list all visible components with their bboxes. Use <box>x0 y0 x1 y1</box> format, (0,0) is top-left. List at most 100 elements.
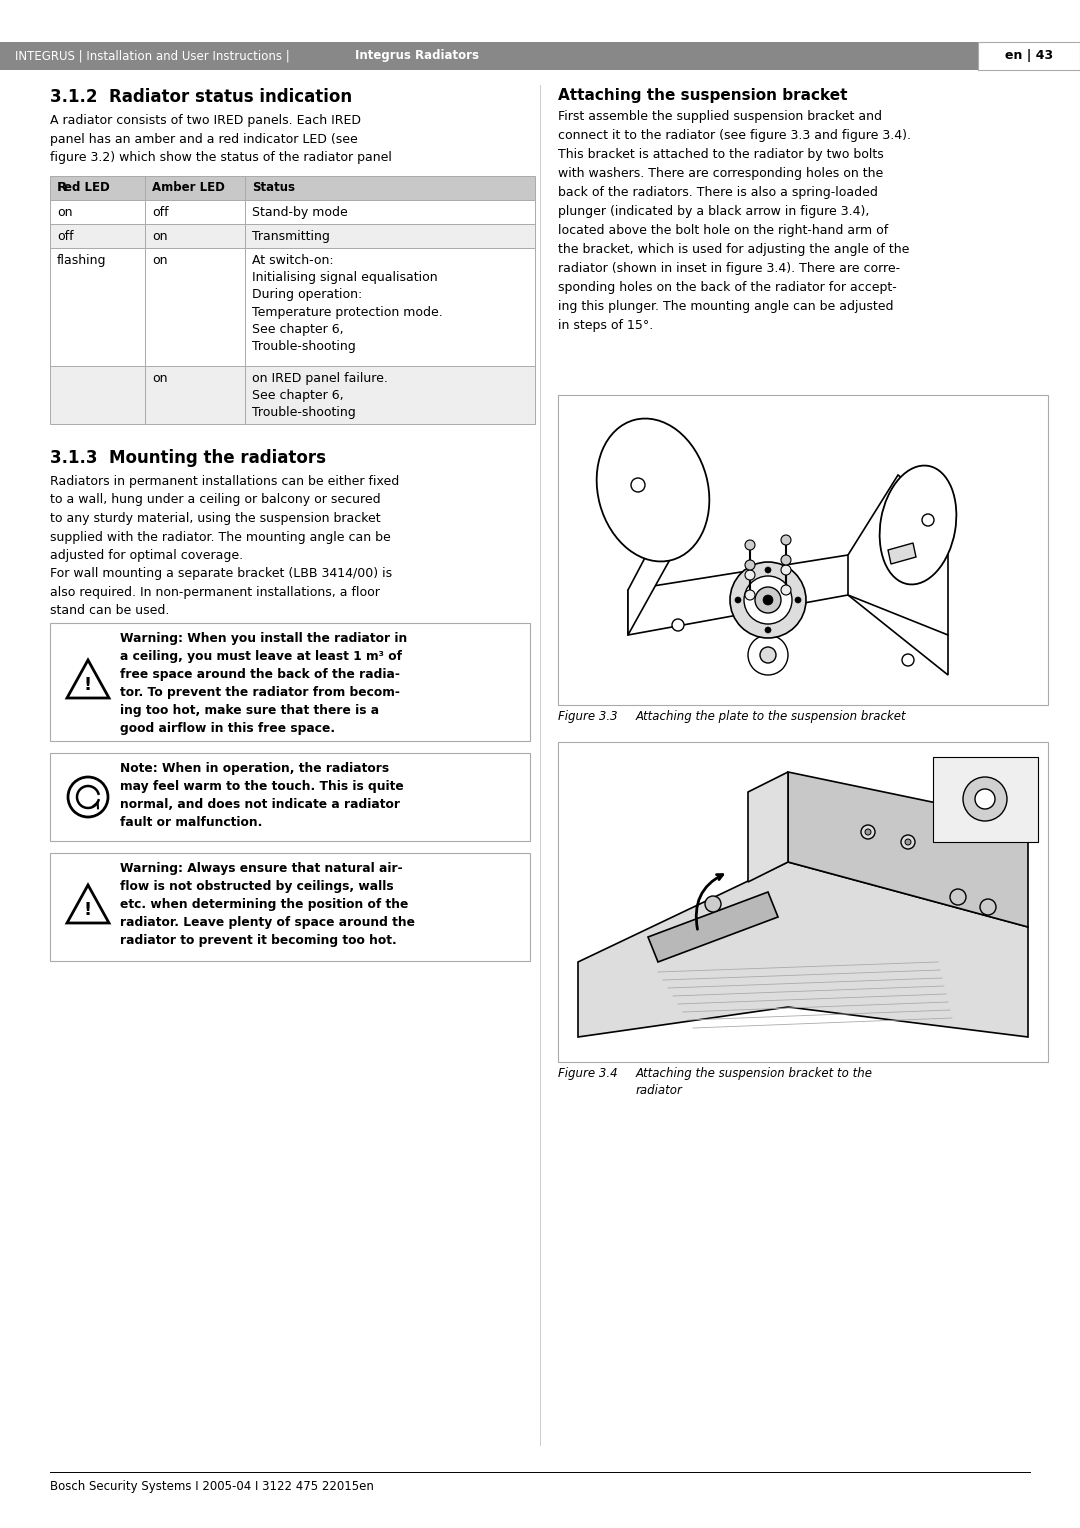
Circle shape <box>765 626 771 633</box>
Bar <box>145 248 245 367</box>
Bar <box>558 396 1048 704</box>
Circle shape <box>861 825 875 839</box>
Circle shape <box>745 559 755 570</box>
Circle shape <box>781 555 791 565</box>
Bar <box>559 396 1047 704</box>
Circle shape <box>781 565 791 575</box>
Circle shape <box>865 830 870 834</box>
Polygon shape <box>748 772 788 882</box>
Text: Integrus Radiators: Integrus Radiators <box>355 49 480 63</box>
Text: 3.1.3  Mounting the radiators: 3.1.3 Mounting the radiators <box>50 449 326 468</box>
Circle shape <box>975 788 995 808</box>
Text: First assemble the supplied suspension bracket and
connect it to the radiator (s: First assemble the supplied suspension b… <box>558 110 912 332</box>
Bar <box>50 200 145 225</box>
Text: Attaching the suspension bracket to the
radiator: Attaching the suspension bracket to the … <box>636 1067 873 1097</box>
Bar <box>245 248 535 367</box>
Circle shape <box>631 478 645 492</box>
Bar <box>245 367 535 423</box>
Bar <box>50 753 530 840</box>
Text: Warning: Always ensure that natural air-
flow is not obstructed by ceilings, wal: Warning: Always ensure that natural air-… <box>120 862 415 947</box>
Bar <box>145 225 245 248</box>
Circle shape <box>905 839 912 845</box>
Circle shape <box>760 646 777 663</box>
Bar <box>50 853 530 961</box>
Text: Attaching the plate to the suspension bracket: Attaching the plate to the suspension br… <box>636 711 906 723</box>
Polygon shape <box>848 475 948 636</box>
Bar <box>145 176 245 200</box>
Circle shape <box>748 636 788 675</box>
Text: !: ! <box>84 675 92 694</box>
Bar <box>145 367 245 423</box>
Ellipse shape <box>879 466 957 584</box>
Bar <box>0 41 978 70</box>
Polygon shape <box>648 892 778 963</box>
Circle shape <box>901 834 915 850</box>
Text: 3.1.2  Radiator status indication: 3.1.2 Radiator status indication <box>50 89 352 105</box>
Bar <box>559 743 1047 1060</box>
Circle shape <box>765 567 771 573</box>
Text: Figure 3.3: Figure 3.3 <box>558 711 618 723</box>
Circle shape <box>744 576 792 623</box>
Circle shape <box>922 513 934 526</box>
Text: !: ! <box>84 902 92 918</box>
Bar <box>50 623 530 741</box>
Bar <box>50 225 145 248</box>
Text: ed LED: ed LED <box>64 180 110 194</box>
Circle shape <box>781 535 791 545</box>
Circle shape <box>762 594 773 605</box>
Text: Radiators in permanent installations can be either fixed
to a wall, hung under a: Radiators in permanent installations can… <box>50 475 400 617</box>
Text: Figure 3.4: Figure 3.4 <box>558 1067 618 1080</box>
Circle shape <box>672 619 684 631</box>
Circle shape <box>745 539 755 550</box>
Bar <box>50 248 145 367</box>
Text: Note: When in operation, the radiators
may feel warm to the touch. This is quite: Note: When in operation, the radiators m… <box>120 762 404 830</box>
Text: Transmitting: Transmitting <box>252 231 329 243</box>
Bar <box>50 176 145 200</box>
Circle shape <box>755 587 781 613</box>
Polygon shape <box>578 862 1028 1038</box>
Bar <box>245 200 535 225</box>
Circle shape <box>730 562 806 639</box>
Bar <box>145 200 245 225</box>
Text: Stand-by mode: Stand-by mode <box>252 206 348 219</box>
Circle shape <box>980 898 996 915</box>
Text: A radiator consists of two IRED panels. Each IRED
panel has an amber and a red i: A radiator consists of two IRED panels. … <box>50 115 392 163</box>
Text: on: on <box>152 371 167 385</box>
Text: R: R <box>57 180 67 194</box>
Text: Status: Status <box>252 180 295 194</box>
Text: on: on <box>152 254 167 267</box>
Circle shape <box>735 597 741 604</box>
Bar <box>50 367 145 423</box>
Text: on: on <box>57 206 72 219</box>
Text: on: on <box>152 231 167 243</box>
Text: Attaching the suspension bracket: Attaching the suspension bracket <box>558 89 848 102</box>
Polygon shape <box>627 495 678 636</box>
Bar <box>245 176 535 200</box>
Circle shape <box>795 597 801 604</box>
Polygon shape <box>888 542 916 564</box>
Text: Amber LED: Amber LED <box>152 180 225 194</box>
Bar <box>245 225 535 248</box>
Circle shape <box>745 570 755 581</box>
Bar <box>978 41 1080 70</box>
Text: off: off <box>57 231 73 243</box>
Text: en | 43: en | 43 <box>1004 49 1053 63</box>
Polygon shape <box>788 772 1028 927</box>
Circle shape <box>781 585 791 594</box>
Circle shape <box>705 895 721 912</box>
Circle shape <box>745 590 755 601</box>
Text: At switch-on:
Initialising signal equalisation
During operation:
Temperature pro: At switch-on: Initialising signal equali… <box>252 254 443 353</box>
Bar <box>933 756 1038 842</box>
Text: on IRED panel failure.
See chapter 6,
Trouble-shooting: on IRED panel failure. See chapter 6, Tr… <box>252 371 388 419</box>
Text: Warning: When you install the radiator in
a ceiling, you must leave at least 1 m: Warning: When you install the radiator i… <box>120 633 407 735</box>
Circle shape <box>963 778 1007 821</box>
Ellipse shape <box>596 419 710 561</box>
Text: INTEGRUS | Installation and User Instructions |: INTEGRUS | Installation and User Instruc… <box>15 49 294 63</box>
Bar <box>558 743 1048 1062</box>
Circle shape <box>950 889 966 905</box>
Polygon shape <box>627 555 948 675</box>
Circle shape <box>902 654 914 666</box>
Text: flashing: flashing <box>57 254 107 267</box>
Text: Bosch Security Systems I 2005-04 I 3122 475 22015en: Bosch Security Systems I 2005-04 I 3122 … <box>50 1481 374 1493</box>
Text: off: off <box>152 206 168 219</box>
